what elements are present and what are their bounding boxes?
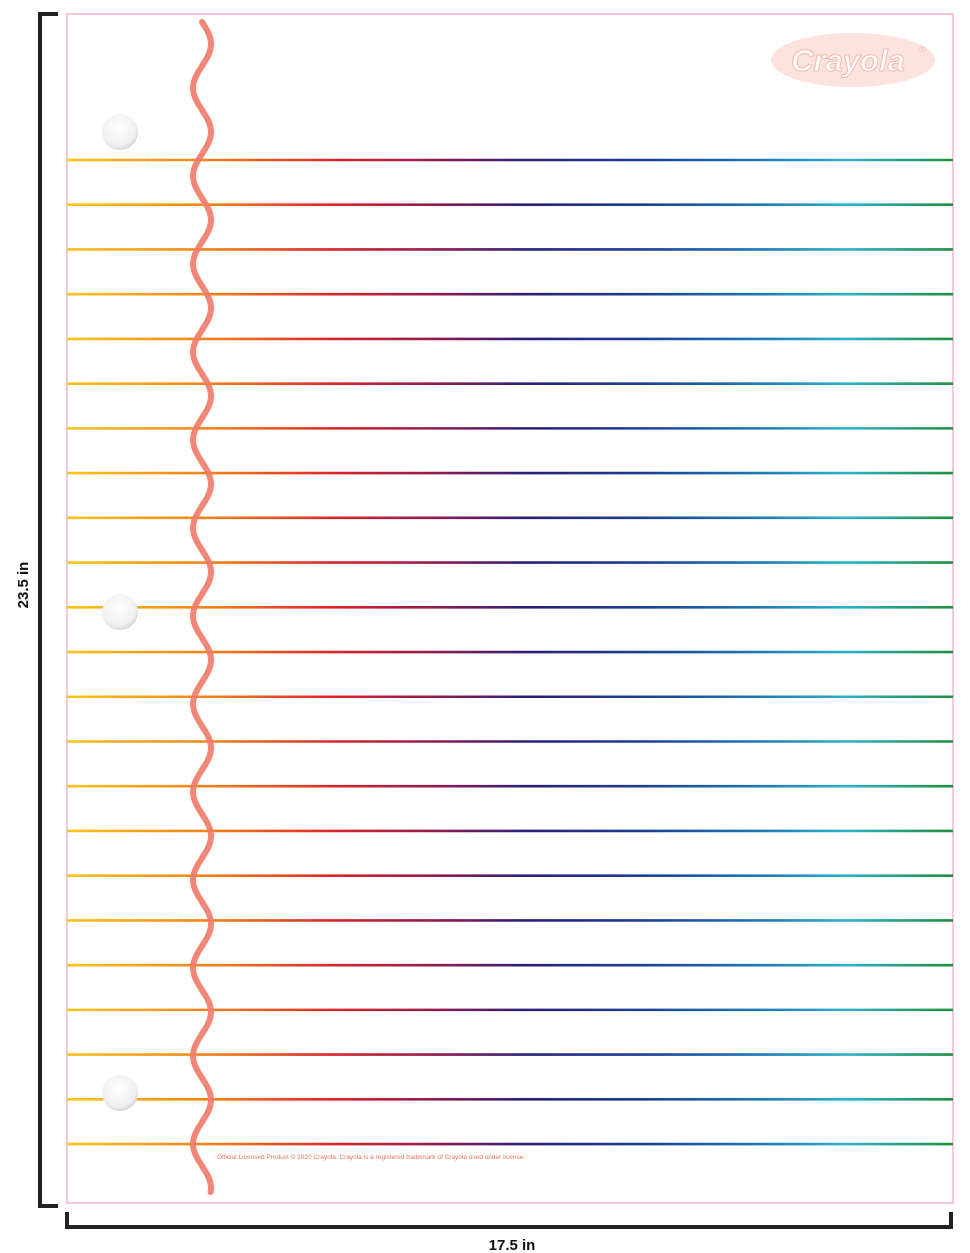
hole	[102, 1075, 138, 1111]
hole	[102, 114, 138, 150]
logo-mark: ®	[919, 44, 926, 54]
margin-line	[189, 19, 215, 1195]
punch-holes	[102, 114, 138, 1111]
hole	[102, 594, 138, 630]
logo-badge	[771, 33, 935, 87]
logo: Crayola ®	[771, 33, 935, 87]
height-label: 23.5 in	[15, 562, 32, 609]
logo-text: Crayola	[791, 43, 905, 78]
height-bracket	[38, 12, 58, 1208]
ruled-lines	[67, 158, 953, 1146]
footer-text: Official Licensed Product © 2020 Crayola…	[217, 1153, 525, 1161]
width-bracket	[65, 1212, 953, 1229]
width-label: 17.5 in	[489, 1237, 536, 1253]
